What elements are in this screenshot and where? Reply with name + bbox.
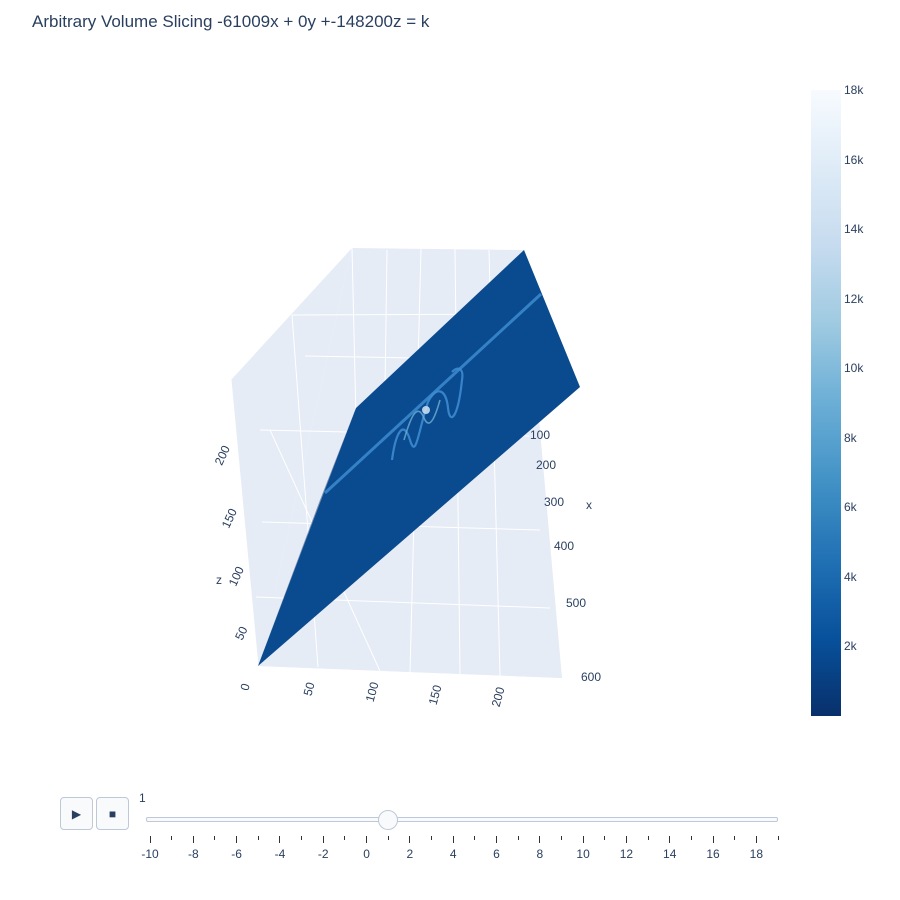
play-icon: ▶ <box>71 806 82 821</box>
z-tick-label: 50 <box>232 624 250 642</box>
stop-button[interactable]: ■ <box>96 797 129 830</box>
slider-tick-label: 4 <box>449 847 457 861</box>
y-tick-label: 100 <box>363 680 382 703</box>
slice-plane-shade <box>258 408 356 666</box>
slider-tick <box>409 836 411 843</box>
y-tick-label: 0 <box>238 682 253 692</box>
slider-tick <box>474 836 476 840</box>
slider-tick <box>149 836 151 843</box>
slice-hotspot <box>422 406 430 414</box>
slider-tick <box>452 836 454 843</box>
x-axis-title: x <box>586 498 592 512</box>
z-tick-label: 150 <box>219 506 240 530</box>
slider-tick <box>712 836 714 843</box>
slice-plane <box>258 250 580 666</box>
slider-tick-label: 8 <box>536 847 544 861</box>
x-tick-label: 100 <box>530 428 550 442</box>
slider-tick <box>647 836 649 840</box>
y-tick-label: 200 <box>489 685 508 708</box>
slider-tick <box>625 836 627 843</box>
slider-tick <box>431 836 433 840</box>
slider-tick <box>214 836 216 840</box>
side-wall-pane <box>231 248 352 666</box>
slider-tick-label: 14 <box>663 847 677 861</box>
slider-tick-label: -6 <box>231 847 242 861</box>
y-tick-label: 150 <box>426 683 445 706</box>
slider-tick <box>777 836 779 840</box>
colorbar-tick-label: 14k <box>844 222 864 237</box>
slider-tick <box>387 836 389 840</box>
colorbar-tick-label: 12k <box>844 291 864 306</box>
slider-tick-label: -8 <box>187 847 199 861</box>
z-tick-label: 100 <box>226 564 247 588</box>
slider-tick-label: -10 <box>141 847 159 861</box>
slider-tick-label: 2 <box>406 847 414 861</box>
slider-tick <box>604 836 606 840</box>
y-tick-label: 50 <box>301 680 318 697</box>
slider-tick-label: 18 <box>749 847 764 861</box>
slider-tick <box>171 836 173 840</box>
colorbar-tick-label: 18k <box>844 83 864 97</box>
slider-tick <box>495 836 497 843</box>
slider-tick <box>560 836 562 840</box>
x-tick-label: 300 <box>544 495 564 509</box>
colorbar-tick-label: 6k <box>844 500 857 515</box>
slider-tick <box>582 836 584 843</box>
slider-tick-label: 10 <box>576 847 590 861</box>
slider-tick <box>301 836 303 840</box>
slider-tick <box>192 836 194 843</box>
slider-tick <box>539 836 541 843</box>
slider-tick <box>366 836 368 843</box>
play-button[interactable]: ▶ <box>60 797 93 830</box>
colorbar-tick-label: 16k <box>844 152 864 167</box>
x-tick-label: 500 <box>566 596 586 610</box>
slice-feature-curve <box>390 367 464 461</box>
slider-tick <box>669 836 671 843</box>
colorbar-tick-label: 4k <box>844 569 857 584</box>
floor-pane <box>258 590 562 678</box>
x-tick-label: 400 <box>554 539 574 553</box>
chart-title: Arbitrary Volume Slicing -61009x + 0y +-… <box>32 12 430 31</box>
slider-tick-label: 6 <box>493 847 500 861</box>
slider-tick-label: -2 <box>317 847 329 861</box>
colorbar-tick-label: 10k <box>844 361 864 376</box>
slider-tick <box>344 836 346 840</box>
z-axis-title: z <box>216 573 222 587</box>
slider-tick <box>322 836 324 843</box>
slider-tick <box>755 836 757 843</box>
slider-tick <box>257 836 259 840</box>
colorbar: 2k 4k 6k 8k 10k 12k 14k 16k 18k <box>811 83 863 716</box>
slider-handle[interactable] <box>378 810 399 830</box>
slider-tick <box>517 836 519 840</box>
stop-icon: ■ <box>108 806 117 821</box>
colorbar-tick-label: 2k <box>844 639 857 654</box>
slider-tick-label: 0 <box>363 847 370 861</box>
slider-tick-label: 12 <box>619 847 634 861</box>
x-tick-label: 600 <box>581 670 601 684</box>
slider-tick <box>734 836 736 840</box>
colorbar-tick-label: 8k <box>844 430 857 445</box>
colorbar-gradient <box>811 90 841 716</box>
grid-line <box>230 379 259 667</box>
x-tick-label: 200 <box>536 458 556 472</box>
slider-tick <box>279 836 281 843</box>
slider-tick-label: 16 <box>706 847 720 861</box>
slice-feature-curve <box>403 399 441 441</box>
slider-tick <box>236 836 238 843</box>
slider-current-value: 1 <box>139 791 146 805</box>
slider-tick <box>690 836 692 840</box>
grid-line <box>351 247 357 421</box>
z-tick-label: 200 <box>212 443 233 467</box>
slider-tick-label: -4 <box>274 847 286 861</box>
slider-rail[interactable] <box>146 817 778 822</box>
